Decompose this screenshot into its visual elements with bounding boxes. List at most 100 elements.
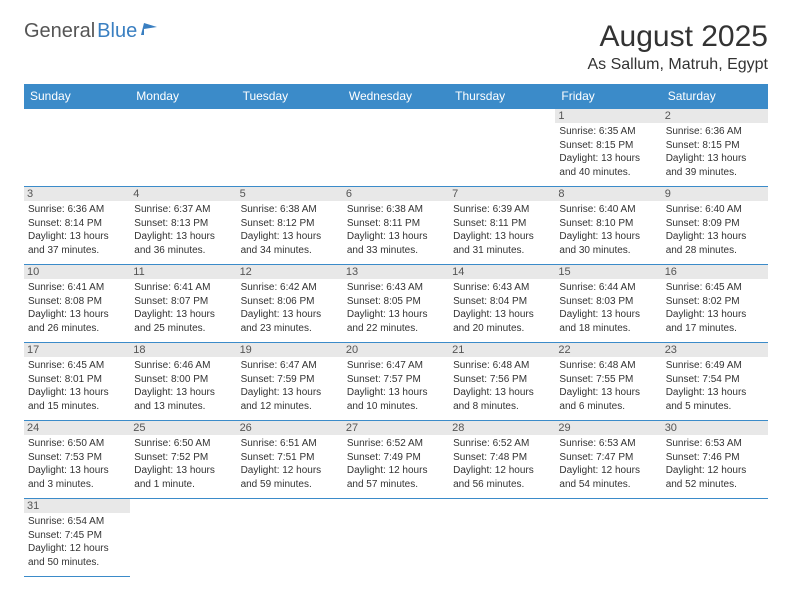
day-info: Sunrise: 6:53 AMSunset: 7:47 PMDaylight:…: [559, 437, 657, 491]
calendar-header-row: SundayMondayTuesdayWednesdayThursdayFrid…: [24, 84, 768, 109]
day-number: 11: [130, 265, 236, 279]
day-info: Sunrise: 6:42 AMSunset: 8:06 PMDaylight:…: [241, 281, 339, 335]
day-number: 22: [555, 343, 661, 357]
calendar-cell: 3 Sunrise: 6:36 AMSunset: 8:14 PMDaylight…: [24, 187, 130, 265]
day-number: 10: [24, 265, 130, 279]
weekday-header: Wednesday: [343, 84, 449, 109]
day-info: Sunrise: 6:41 AMSunset: 8:07 PMDaylight:…: [134, 281, 232, 335]
day-number: 1: [555, 109, 661, 123]
calendar-cell: 18Sunrise: 6:46 AMSunset: 8:00 PMDayligh…: [130, 343, 236, 421]
day-info: Sunrise: 6:52 AMSunset: 7:48 PMDaylight:…: [453, 437, 551, 491]
day-number: 28: [449, 421, 555, 435]
calendar-cell: 4 Sunrise: 6:37 AMSunset: 8:13 PMDaylight…: [130, 187, 236, 265]
calendar-cell: 2 Sunrise: 6:36 AMSunset: 8:15 PMDaylight…: [662, 109, 768, 187]
calendar-cell: 29Sunrise: 6:53 AMSunset: 7:47 PMDayligh…: [555, 421, 661, 499]
day-info: Sunrise: 6:36 AMSunset: 8:14 PMDaylight:…: [28, 203, 126, 257]
day-info: Sunrise: 6:47 AMSunset: 7:59 PMDaylight:…: [241, 359, 339, 413]
day-number: 4: [130, 187, 236, 201]
day-number: 5: [237, 187, 343, 201]
calendar-row: 3 Sunrise: 6:36 AMSunset: 8:14 PMDaylight…: [24, 187, 768, 265]
calendar-cell: 24Sunrise: 6:50 AMSunset: 7:53 PMDayligh…: [24, 421, 130, 499]
calendar-cell-empty: [662, 499, 768, 577]
day-number: 31: [24, 499, 130, 513]
calendar-cell: 19 Sunrise: 6:47 AMSunset: 7:59 PMDayligh…: [237, 343, 343, 421]
day-number: 2: [662, 109, 768, 123]
calendar-cell: 12 Sunrise: 6:42 AMSunset: 8:06 PMDayligh…: [237, 265, 343, 343]
calendar-cell-empty: [237, 109, 343, 187]
day-number: 24: [24, 421, 130, 435]
calendar-cell: 14Sunrise: 6:43 AMSunset: 8:04 PMDayligh…: [449, 265, 555, 343]
calendar-cell: 7 Sunrise: 6:39 AMSunset: 8:11 PMDaylight…: [449, 187, 555, 265]
calendar-cell-empty: [449, 109, 555, 187]
day-info: Sunrise: 6:45 AMSunset: 8:01 PMDaylight:…: [28, 359, 126, 413]
calendar-cell: 25Sunrise: 6:50 AMSunset: 7:52 PMDayligh…: [130, 421, 236, 499]
day-info: Sunrise: 6:51 AMSunset: 7:51 PMDaylight:…: [241, 437, 339, 491]
logo-flag-icon: [139, 20, 163, 43]
day-number: 12: [237, 265, 343, 279]
location: As Sallum, Matruh, Egypt: [587, 56, 768, 74]
day-info: Sunrise: 6:36 AMSunset: 8:15 PMDaylight:…: [666, 125, 764, 179]
day-info: Sunrise: 6:40 AMSunset: 8:09 PMDaylight:…: [666, 203, 764, 257]
day-info: Sunrise: 6:35 AMSunset: 8:15 PMDaylight:…: [559, 125, 657, 179]
calendar-cell-empty: [24, 109, 130, 187]
day-number: 25: [130, 421, 236, 435]
weekday-header: Thursday: [449, 84, 555, 109]
weekday-header: Friday: [555, 84, 661, 109]
calendar-cell-empty: [130, 109, 236, 187]
day-info: Sunrise: 6:46 AMSunset: 8:00 PMDaylight:…: [134, 359, 232, 413]
calendar-cell: 22 Sunrise: 6:48 AMSunset: 7:55 PMDayligh…: [555, 343, 661, 421]
weekday-header: Monday: [130, 84, 236, 109]
calendar-cell-empty: [449, 499, 555, 577]
day-number: 30: [662, 421, 768, 435]
logo: GeneralBlue: [24, 20, 163, 43]
day-number: 21: [449, 343, 555, 357]
day-info: Sunrise: 6:48 AMSunset: 7:55 PMDaylight:…: [559, 359, 657, 413]
day-number: 19: [237, 343, 343, 357]
day-number: 27: [343, 421, 449, 435]
calendar-cell: 11 Sunrise: 6:41 AMSunset: 8:07 PMDayligh…: [130, 265, 236, 343]
calendar-cell: 5 Sunrise: 6:38 AMSunset: 8:12 PMDaylight…: [237, 187, 343, 265]
calendar-row: 17 Sunrise: 6:45 AMSunset: 8:01 PMDayligh…: [24, 343, 768, 421]
day-number: 13: [343, 265, 449, 279]
day-number: 8: [555, 187, 661, 201]
day-number: 16: [662, 265, 768, 279]
day-number: 17: [24, 343, 130, 357]
calendar-row: 1 Sunrise: 6:35 AMSunset: 8:15 PMDaylight…: [24, 109, 768, 187]
day-info: Sunrise: 6:37 AMSunset: 8:13 PMDaylight:…: [134, 203, 232, 257]
day-info: Sunrise: 6:43 AMSunset: 8:05 PMDaylight:…: [347, 281, 445, 335]
calendar-cell-empty: [343, 109, 449, 187]
calendar-cell: 27 Sunrise: 6:52 AMSunset: 7:49 PMDayligh…: [343, 421, 449, 499]
calendar-cell: 31Sunrise: 6:54 AMSunset: 7:45 PMDayligh…: [24, 499, 130, 577]
day-info: Sunrise: 6:39 AMSunset: 8:11 PMDaylight:…: [453, 203, 551, 257]
calendar-cell: 13 Sunrise: 6:43 AMSunset: 8:05 PMDayligh…: [343, 265, 449, 343]
calendar-cell: 15Sunrise: 6:44 AMSunset: 8:03 PMDayligh…: [555, 265, 661, 343]
day-number: 14: [449, 265, 555, 279]
calendar-cell: 30 Sunrise: 6:53 AMSunset: 7:46 PMDayligh…: [662, 421, 768, 499]
logo-text-2: Blue: [97, 20, 137, 43]
calendar-cell-empty: [343, 499, 449, 577]
day-info: Sunrise: 6:38 AMSunset: 8:12 PMDaylight:…: [241, 203, 339, 257]
day-info: Sunrise: 6:52 AMSunset: 7:49 PMDaylight:…: [347, 437, 445, 491]
calendar-cell: 8 Sunrise: 6:40 AMSunset: 8:10 PMDaylight…: [555, 187, 661, 265]
calendar-row: 10 Sunrise: 6:41 AMSunset: 8:08 PMDayligh…: [24, 265, 768, 343]
day-number: 23: [662, 343, 768, 357]
calendar-cell: 28 Sunrise: 6:52 AMSunset: 7:48 PMDayligh…: [449, 421, 555, 499]
day-info: Sunrise: 6:40 AMSunset: 8:10 PMDaylight:…: [559, 203, 657, 257]
day-info: Sunrise: 6:41 AMSunset: 8:08 PMDaylight:…: [28, 281, 126, 335]
calendar-cell-empty: [555, 499, 661, 577]
calendar-cell: 9 Sunrise: 6:40 AMSunset: 8:09 PMDaylight…: [662, 187, 768, 265]
logo-text-1: General: [24, 20, 95, 43]
calendar-cell: 6Sunrise: 6:38 AMSunset: 8:11 PMDaylight…: [343, 187, 449, 265]
calendar-cell-empty: [237, 499, 343, 577]
day-info: Sunrise: 6:45 AMSunset: 8:02 PMDaylight:…: [666, 281, 764, 335]
calendar-cell-empty: [130, 499, 236, 577]
weekday-header: Tuesday: [237, 84, 343, 109]
calendar-cell: 21Sunrise: 6:48 AMSunset: 7:56 PMDayligh…: [449, 343, 555, 421]
day-number: 9: [662, 187, 768, 201]
page-title: August 2025: [587, 20, 768, 54]
day-number: 3: [24, 187, 130, 201]
day-number: 26: [237, 421, 343, 435]
day-number: 7: [449, 187, 555, 201]
weekday-header: Sunday: [24, 84, 130, 109]
day-info: Sunrise: 6:53 AMSunset: 7:46 PMDaylight:…: [666, 437, 764, 491]
